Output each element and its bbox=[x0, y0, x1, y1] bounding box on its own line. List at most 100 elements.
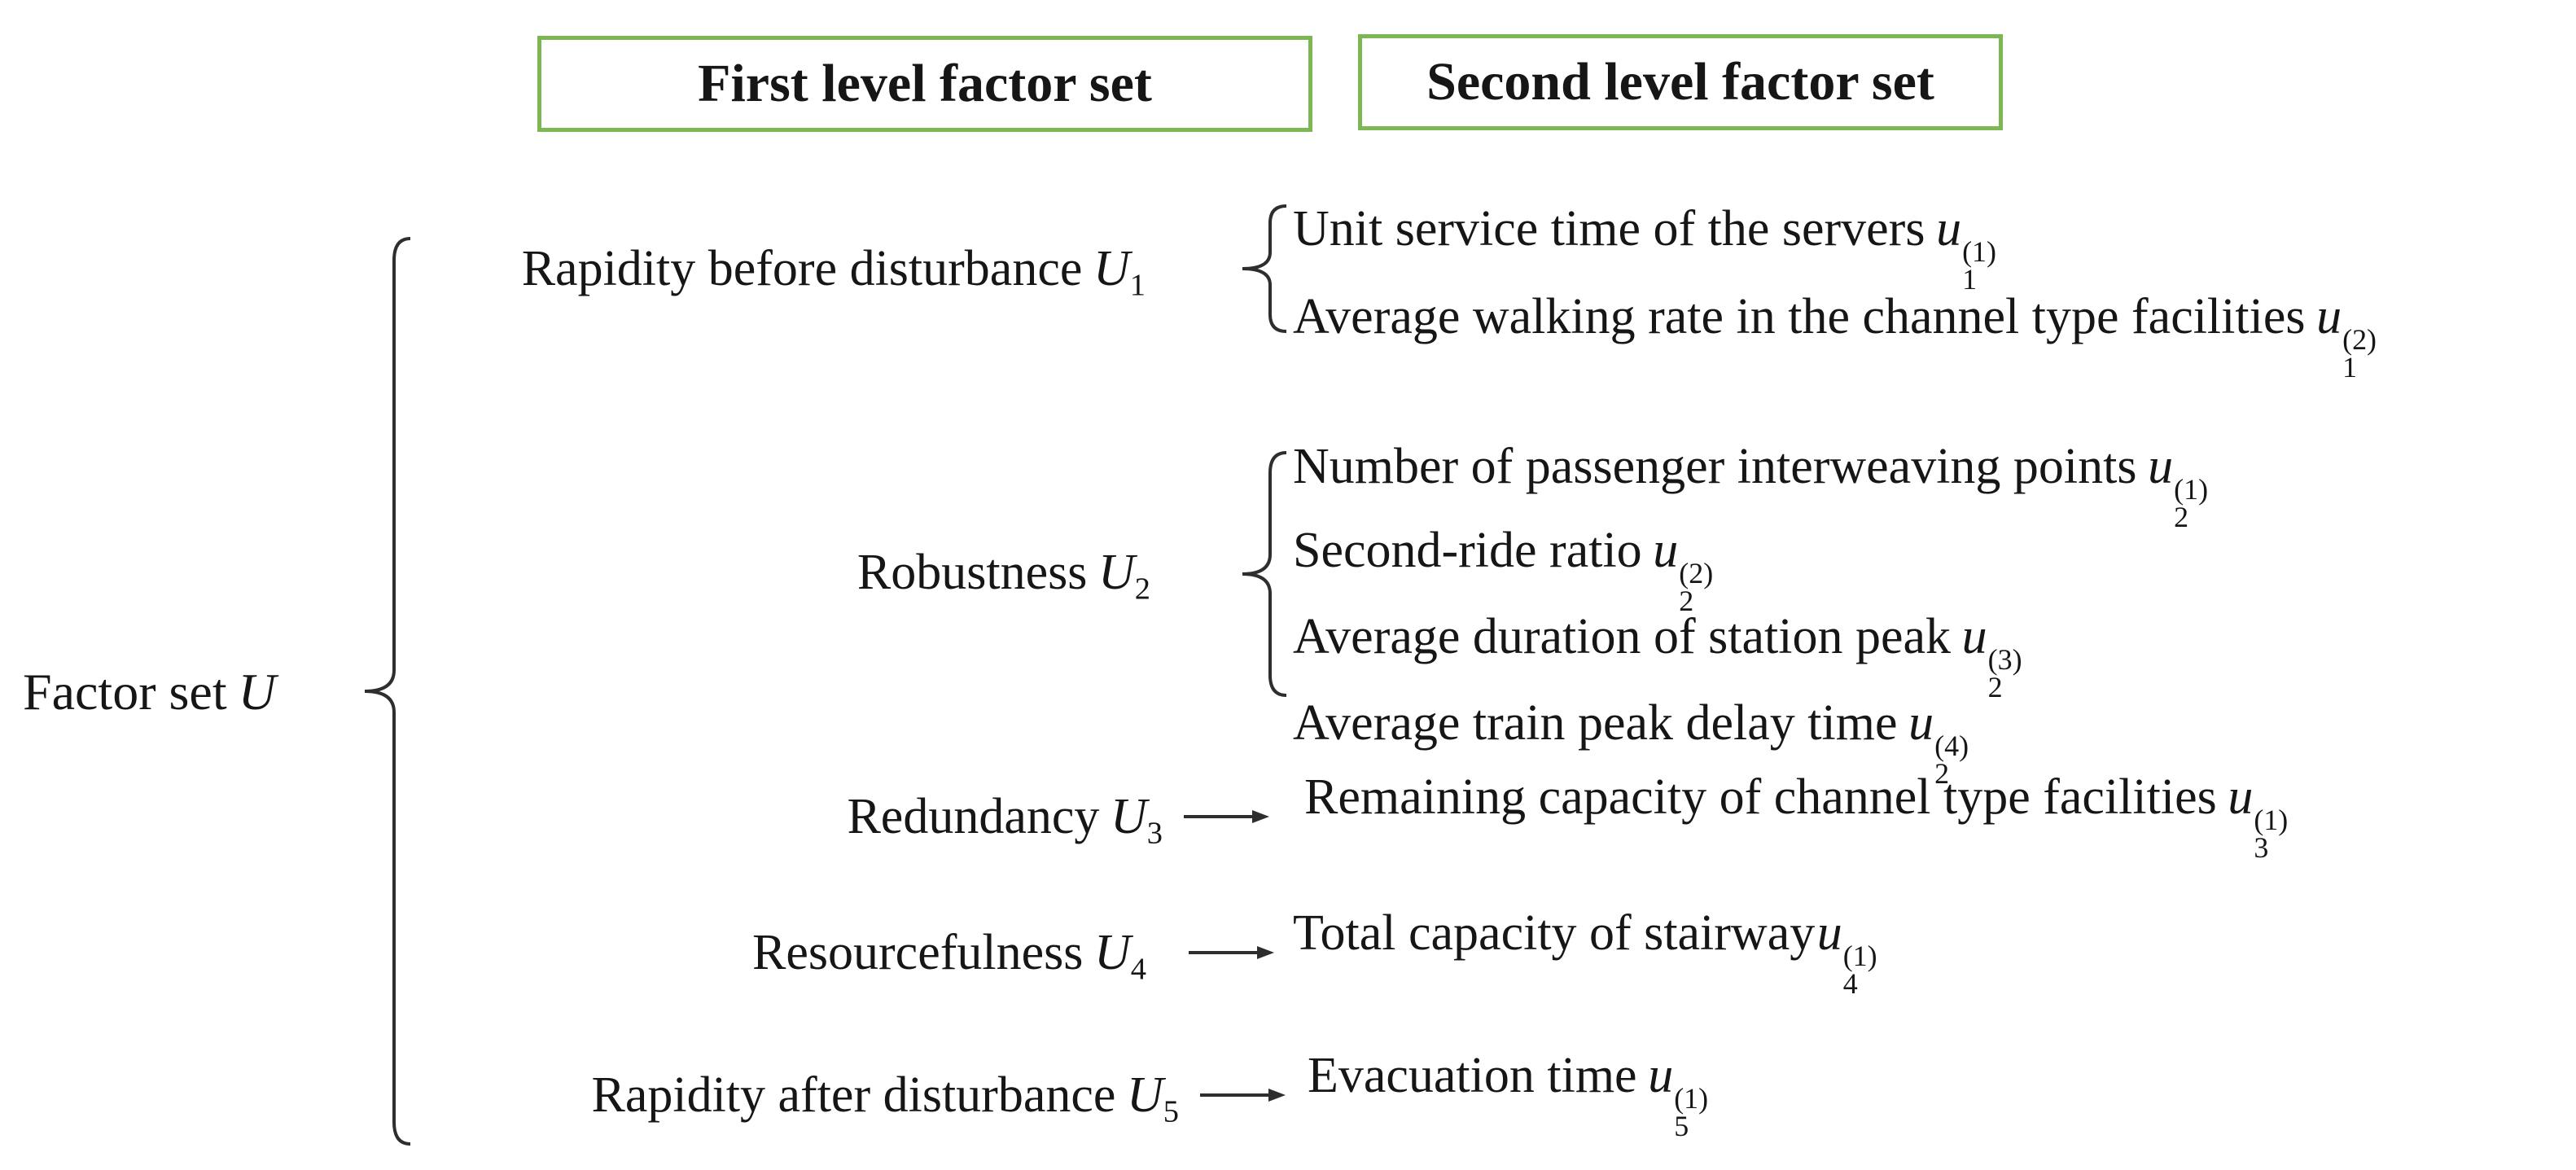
right-arrow-u5-icon bbox=[1200, 1089, 1286, 1102]
curly-brace-u1-icon bbox=[1242, 204, 1287, 333]
second-level-label: Remaining capacity of channel type facil… bbox=[1304, 769, 2217, 825]
second-level-label: Unit service time of the servers bbox=[1293, 200, 1925, 256]
math-supsub: (1) 2 bbox=[2174, 472, 2209, 533]
math-sub: 2 bbox=[1987, 670, 2003, 703]
math-symbol: u (2) 2 bbox=[1653, 522, 1713, 616]
math-sup: (1) bbox=[1674, 1081, 1709, 1115]
math-symbol: U2 bbox=[1098, 545, 1150, 605]
math-symbol: u (3) 2 bbox=[1961, 608, 2022, 702]
math-var: u bbox=[1961, 608, 1987, 664]
math-sup: (1) bbox=[2254, 803, 2289, 836]
first-level-item-u5: Rapidity after disturbance U5 bbox=[591, 1067, 1179, 1128]
math-sup: (4) bbox=[1934, 729, 1969, 762]
math-symbol: u (1) 1 bbox=[1936, 200, 1996, 294]
math-var: u bbox=[1816, 905, 1842, 961]
second-level-item-u2-1: Number of passenger interweaving points u… bbox=[1293, 438, 2208, 532]
first-level-header-label: First level factor set bbox=[698, 54, 1152, 113]
first-level-label: Robustness bbox=[856, 545, 1088, 600]
second-level-item-u2-4: Average train peak delay time u (4) 2 bbox=[1293, 695, 1969, 788]
math-sup: (1) bbox=[1842, 939, 1877, 972]
math-symbol: U bbox=[239, 663, 276, 721]
math-var: U bbox=[238, 663, 276, 721]
math-sub: 5 bbox=[1674, 1109, 1689, 1142]
second-level-item-u2-3: Average duration of station peak u (3) 2 bbox=[1293, 608, 2022, 702]
first-level-label: Rapidity after disturbance bbox=[591, 1067, 1116, 1123]
math-supsub: (1) 4 bbox=[1842, 939, 1877, 1000]
math-var: u bbox=[1653, 522, 1679, 578]
math-sub: 2 bbox=[1134, 572, 1150, 607]
math-symbol: u (1) 5 bbox=[1648, 1047, 1708, 1141]
first-level-item-u3: Redundancy U3 bbox=[847, 789, 1163, 849]
math-var: u bbox=[1936, 200, 1962, 256]
first-level-label: Rapidity before disturbance bbox=[521, 241, 1083, 296]
math-sup: (1) bbox=[1962, 234, 1997, 268]
math-var: U bbox=[1094, 925, 1131, 980]
math-var: u bbox=[2316, 288, 2342, 344]
math-symbol: U4 bbox=[1094, 925, 1146, 985]
second-level-label: Average duration of station peak bbox=[1293, 608, 1951, 664]
curly-brace-factor-set-icon bbox=[364, 237, 411, 1146]
math-supsub: (3) 2 bbox=[1987, 642, 2022, 703]
second-level-label: Average walking rate in the channel type… bbox=[1293, 288, 2306, 344]
math-supsub: (1) 1 bbox=[1962, 234, 1997, 296]
math-var: U bbox=[1111, 789, 1147, 844]
math-sub: 4 bbox=[1842, 966, 1858, 1000]
math-var: u bbox=[1908, 695, 1934, 751]
second-level-item-u4-1: Total capacity of stairwayu (1) 4 bbox=[1293, 905, 1877, 998]
second-level-label: Total capacity of stairway bbox=[1293, 905, 1816, 961]
math-sub: 3 bbox=[2254, 830, 2269, 864]
first-level-label: Resourcefulness bbox=[752, 925, 1084, 980]
factor-set-root-label: Factor set U bbox=[23, 666, 276, 718]
math-supsub: (2) 2 bbox=[1679, 556, 1714, 617]
first-level-item-u2: Robustness U2 bbox=[856, 545, 1150, 605]
right-arrow-u3-icon bbox=[1184, 810, 1269, 823]
right-arrow-u4-icon bbox=[1189, 946, 1274, 959]
math-supsub: (4) 2 bbox=[1934, 729, 1969, 790]
first-level-header-box: First level factor set bbox=[537, 36, 1312, 132]
math-symbol: U3 bbox=[1111, 789, 1163, 849]
second-level-label: Number of passenger interweaving points bbox=[1293, 438, 2137, 494]
second-level-item-u5-1: Evacuation time u (1) 5 bbox=[1308, 1047, 1708, 1141]
math-var: u bbox=[2148, 438, 2174, 494]
math-supsub: (1) 3 bbox=[2254, 803, 2289, 864]
math-sub: 5 bbox=[1163, 1094, 1179, 1129]
second-level-label: Average train peak delay time bbox=[1293, 695, 1898, 751]
second-level-header-box: Second level factor set bbox=[1358, 34, 2003, 130]
first-level-item-u1: Rapidity before disturbance U1 bbox=[521, 241, 1146, 301]
math-symbol: u (2) 1 bbox=[2316, 288, 2377, 382]
curly-brace-u2-icon bbox=[1242, 451, 1287, 697]
second-level-header-label: Second level factor set bbox=[1426, 52, 1934, 112]
second-level-label: Second-ride ratio bbox=[1293, 522, 1642, 578]
math-sub: 1 bbox=[2342, 350, 2358, 383]
root-label-text: Factor set bbox=[23, 663, 227, 721]
math-symbol: U1 bbox=[1093, 241, 1146, 301]
math-sub: 4 bbox=[1130, 952, 1146, 987]
math-sub: 2 bbox=[2174, 500, 2189, 533]
math-sup: (2) bbox=[2342, 322, 2377, 356]
math-symbol: u (1) 2 bbox=[2148, 438, 2208, 532]
math-sub: 1 bbox=[1962, 262, 1978, 296]
math-sup: (3) bbox=[1987, 642, 2022, 676]
second-level-item-u1-2: Average walking rate in the channel type… bbox=[1293, 288, 2377, 382]
second-level-item-u3-1: Remaining capacity of channel type facil… bbox=[1304, 769, 2288, 862]
math-var: U bbox=[1093, 241, 1130, 296]
second-level-label: Evacuation time bbox=[1308, 1047, 1637, 1103]
second-level-item-u2-2: Second-ride ratio u (2) 2 bbox=[1293, 522, 1713, 616]
math-var: U bbox=[1127, 1067, 1163, 1123]
math-sub: 2 bbox=[1934, 756, 1950, 790]
math-var: U bbox=[1098, 545, 1135, 600]
math-sup: (2) bbox=[1679, 556, 1714, 589]
math-symbol: u (4) 2 bbox=[1908, 695, 1969, 788]
math-symbol: u (1) 3 bbox=[2228, 769, 2288, 862]
first-level-label: Redundancy bbox=[847, 789, 1100, 844]
first-level-item-u4: Resourcefulness U4 bbox=[752, 925, 1146, 985]
math-supsub: (2) 1 bbox=[2342, 322, 2377, 383]
math-var: u bbox=[1648, 1047, 1674, 1103]
math-var: u bbox=[2228, 769, 2254, 825]
math-supsub: (1) 5 bbox=[1674, 1081, 1709, 1142]
math-symbol: U5 bbox=[1127, 1067, 1179, 1128]
math-sub: 2 bbox=[1679, 584, 1694, 617]
math-sup: (1) bbox=[2174, 472, 2209, 506]
math-symbol: u (1) 4 bbox=[1816, 905, 1877, 998]
